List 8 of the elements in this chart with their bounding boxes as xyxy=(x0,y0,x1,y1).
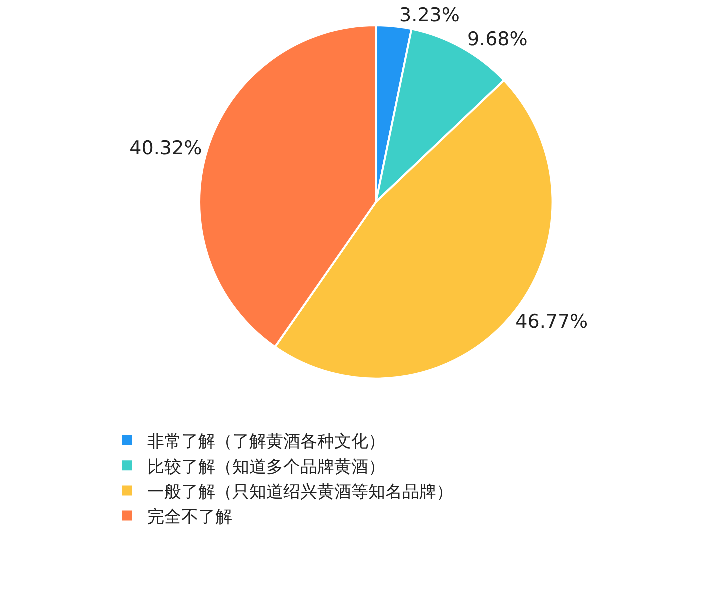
data-label: 46.77% xyxy=(516,310,588,333)
data-label: 40.32% xyxy=(130,137,202,160)
legend-label: 比较了解（知道多个品牌黄酒） xyxy=(147,457,386,478)
legend-label: 完全不了解 xyxy=(147,507,232,528)
data-label: 3.23% xyxy=(400,4,460,27)
legend-label: 非常了解（了解黄酒各种文化） xyxy=(147,432,386,452)
legend-label: 一般了解（只知道绍兴黄酒等知名品牌） xyxy=(147,482,454,502)
data-label: 9.68% xyxy=(467,28,528,50)
